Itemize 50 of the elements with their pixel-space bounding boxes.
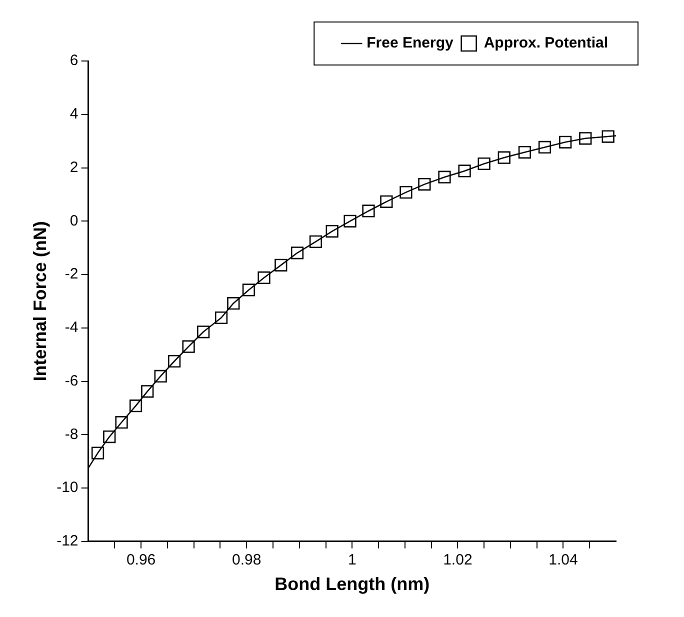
point	[344, 214, 356, 228]
x-tick-label: 0.98	[232, 552, 262, 569]
y-tick-label: -6	[64, 372, 78, 390]
point	[418, 178, 431, 191]
y-tick-label: 6	[70, 52, 78, 70]
point	[129, 400, 142, 412]
point	[242, 284, 256, 296]
point	[227, 297, 240, 310]
point	[478, 157, 490, 170]
x-axis-title: Bond Length (nm)	[274, 574, 430, 594]
x-tick-label: 1.04	[548, 552, 578, 569]
point	[274, 258, 288, 272]
point	[168, 354, 181, 368]
legend-label: Free Energy	[366, 34, 454, 52]
point	[309, 235, 322, 248]
y-tick-label: 4	[70, 106, 78, 123]
point	[400, 186, 412, 199]
legend-label: Approx. Potential	[484, 34, 608, 52]
point	[380, 195, 393, 208]
point	[326, 224, 338, 238]
point	[518, 146, 532, 159]
point	[362, 204, 375, 218]
y-tick-label: 0	[70, 212, 78, 230]
point	[559, 136, 572, 148]
point	[115, 416, 128, 429]
point	[197, 326, 210, 338]
y-tick-label: -4	[64, 319, 78, 336]
y-tick-label: -8	[64, 426, 78, 443]
y-tick-label: -12	[56, 532, 78, 550]
point	[602, 130, 614, 143]
point	[258, 271, 270, 284]
x-tick-label: 1.02	[443, 552, 472, 569]
x-tick-label: 0.96	[126, 552, 156, 569]
y-tick-label: 2	[70, 158, 78, 176]
x-tick-label: 1	[348, 552, 356, 569]
point	[290, 246, 304, 260]
y-tick-label: -2	[64, 266, 78, 283]
point	[538, 140, 552, 154]
point	[103, 430, 116, 444]
point	[214, 311, 228, 324]
point	[91, 446, 104, 460]
y-axis-title: Internal Force (nN)	[30, 221, 50, 382]
point	[498, 151, 510, 164]
point	[154, 370, 167, 383]
point	[182, 340, 195, 353]
point	[579, 132, 592, 145]
point	[438, 170, 451, 184]
y-tick-label: -10	[56, 479, 78, 496]
point	[458, 164, 471, 178]
point	[141, 385, 154, 398]
